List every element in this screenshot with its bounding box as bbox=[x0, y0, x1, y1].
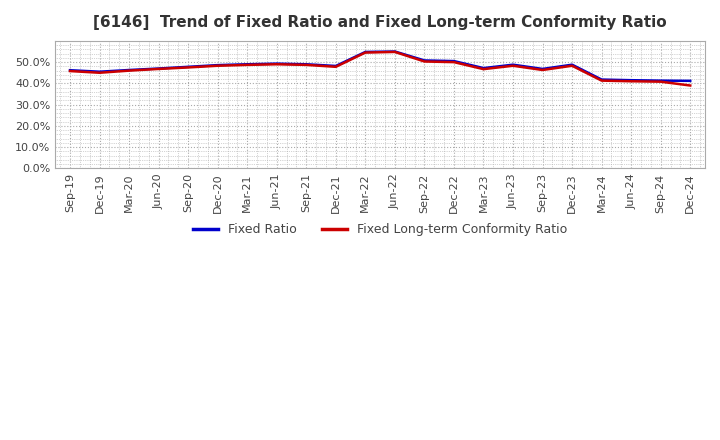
Title: [6146]  Trend of Fixed Ratio and Fixed Long-term Conformity Ratio: [6146] Trend of Fixed Ratio and Fixed Lo… bbox=[94, 15, 667, 30]
Legend: Fixed Ratio, Fixed Long-term Conformity Ratio: Fixed Ratio, Fixed Long-term Conformity … bbox=[188, 218, 572, 241]
